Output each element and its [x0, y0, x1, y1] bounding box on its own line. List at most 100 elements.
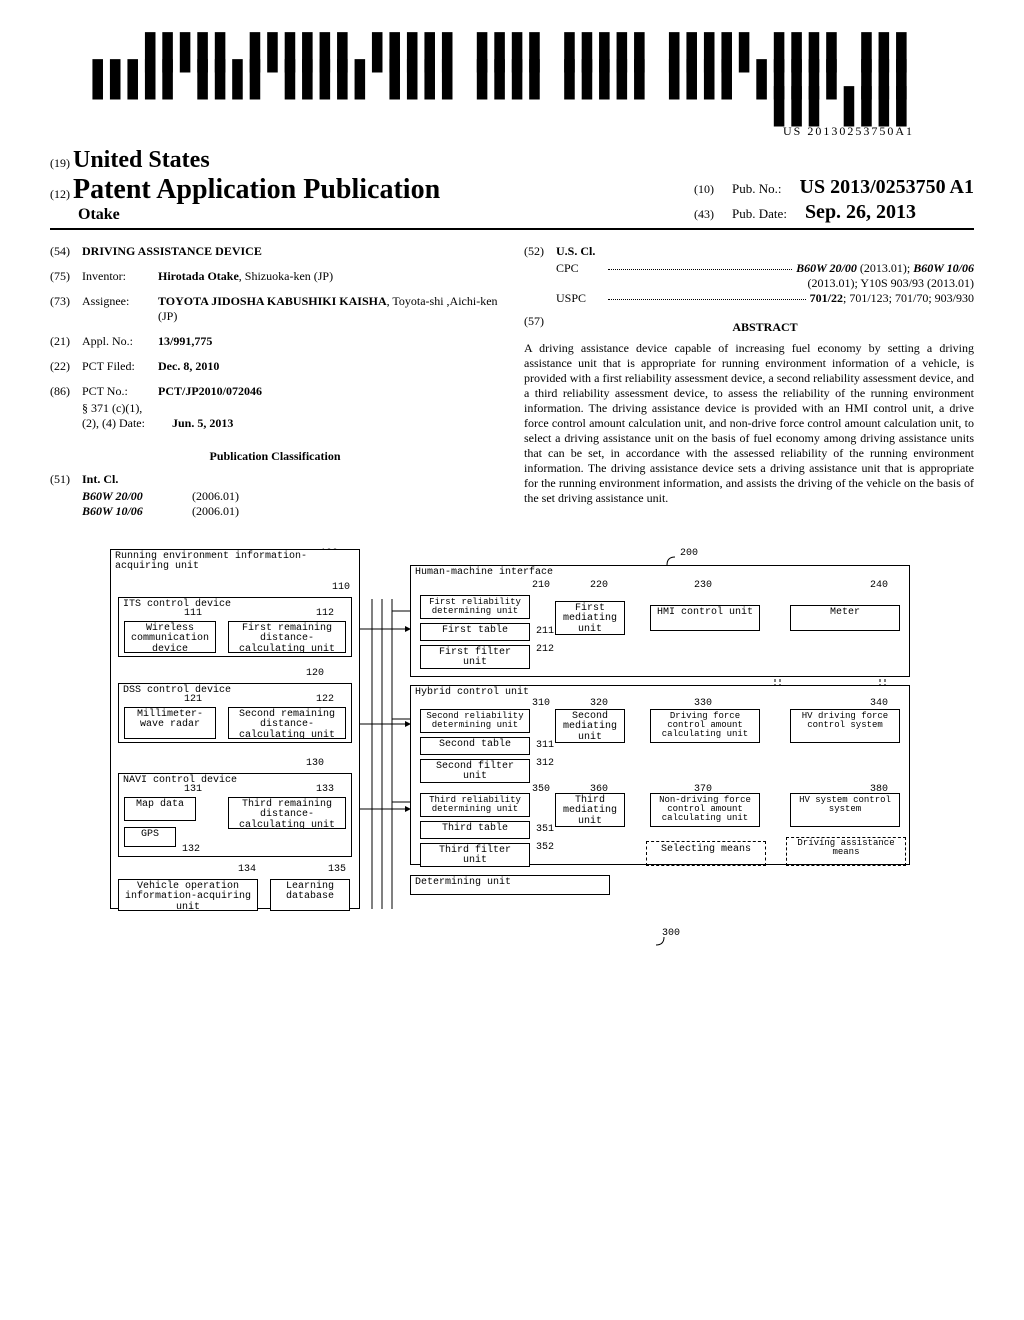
pctno-value: PCT/JP2010/072046 [158, 384, 500, 399]
ref-211: 211 [536, 627, 554, 638]
ref-110: 110 [332, 583, 350, 594]
ref-135: 135 [328, 865, 346, 876]
intcl-row-1: B60W 20/00 (2006.01) [82, 489, 500, 504]
cpc-line: CPC B60W 20/00 (2013.01); B60W 10/06 (20… [556, 261, 974, 291]
box-map-data: Map data [124, 797, 196, 821]
pubdate-code: (43) [694, 207, 714, 222]
box-third-remain: Third remaining distance-calculating uni… [228, 797, 346, 829]
box-mm-radar: Millimeter-wave radar [124, 707, 216, 739]
ref-131: 131 [184, 785, 202, 796]
assignee-code: (73) [50, 294, 82, 324]
biblio-columns: (54) DRIVING ASSISTANCE DEVICE (75) Inve… [50, 244, 974, 519]
pubno-value: US 2013/0253750 A1 [800, 176, 974, 199]
publication-kind: Patent Application Publication [73, 174, 440, 205]
box-meter: Meter [790, 605, 900, 631]
uspc-line: USPC 701/22; 701/123; 701/70; 903/930 [556, 291, 974, 306]
ref-310: 310 [532, 699, 550, 710]
title-code: (54) [50, 244, 82, 259]
uscl-label: U.S. Cl. [556, 244, 974, 259]
ref-200: 200 [680, 549, 698, 560]
ref-132: 132 [182, 845, 200, 856]
box-driving-force: Driving force control amount calculating… [650, 709, 760, 743]
patent-figure: 100 200 Running environment information-… [110, 549, 950, 969]
ref-111: 111 [184, 609, 202, 620]
ref-340: 340 [870, 699, 888, 710]
ref-312: 312 [536, 759, 554, 770]
box-first-table: First table [420, 623, 530, 641]
ref-120: 120 [306, 669, 324, 680]
abstract-code: (57) [524, 314, 556, 341]
box-first-med: First mediating unit [555, 601, 625, 635]
ref-122: 122 [316, 695, 334, 706]
box-first-remain: First remaining distance-calculating uni… [228, 621, 346, 653]
country-name: United States [73, 147, 210, 173]
ref-130: 130 [306, 759, 324, 770]
box-learning-db: Learning database [270, 879, 350, 911]
ref-133: 133 [316, 785, 334, 796]
uscl-code: (52) [524, 244, 556, 259]
intcl-row-2: B60W 10/06 (2006.01) [82, 504, 500, 519]
box-second-filter: Second filter unit [420, 759, 530, 783]
pctno-code: (86) [50, 384, 82, 399]
ref-240: 240 [870, 581, 888, 592]
ref-351: 351 [536, 825, 554, 836]
s371-line1: § 371 (c)(1), [82, 401, 500, 416]
box-hv-system: HV system control system [790, 793, 900, 827]
box-wireless: Wireless communication device [124, 621, 216, 653]
barcode-graphic: ▌▌▌▌▌ ▌▌▌▌▌▌ ▌▌▌▌▌ ▌▌▌▌ ▌▌▌▌▌ ▌▌▌▌▌ ▌▌▌▌… [50, 40, 914, 122]
ref-311: 311 [536, 741, 554, 752]
author-name: Otake [78, 206, 120, 223]
box-determining: Determining unit [410, 875, 610, 895]
barcode-number: US 20130253750A1 [50, 124, 914, 139]
box-third-table: Third table [420, 821, 530, 839]
barcode-block: ▌▌▌▌▌ ▌▌▌▌▌▌ ▌▌▌▌▌ ▌▌▌▌ ▌▌▌▌▌ ▌▌▌▌▌ ▌▌▌▌… [50, 40, 914, 139]
label-its: ITS control device [123, 600, 347, 611]
abstract-text: A driving assistance device capable of i… [524, 341, 974, 506]
left-column: (54) DRIVING ASSISTANCE DEVICE (75) Inve… [50, 244, 500, 519]
applno-value: 13/991,775 [158, 334, 500, 349]
box-selecting-means: Selecting means [646, 841, 766, 866]
pubdate-value: Sep. 26, 2013 [805, 201, 916, 224]
label-hybrid: Hybrid control unit [415, 688, 905, 699]
intcl-code: (51) [50, 472, 82, 487]
box-second-table: Second table [420, 737, 530, 755]
assignee-label: Assignee: [82, 294, 158, 324]
box-gps: GPS [124, 827, 176, 847]
box-assist-means: Driving assistance means [786, 837, 906, 866]
country-code: (19) [50, 156, 70, 170]
inventor-value: Hirotada Otake, Shizuoka-ken (JP) [158, 269, 500, 284]
pctno-label: PCT No.: [82, 384, 158, 399]
kind-code: (12) [50, 187, 70, 201]
ref-220: 220 [590, 581, 608, 592]
assignee-value: TOYOTA JIDOSHA KABUSHIKI KAISHA, Toyota-… [158, 294, 500, 324]
s371-date: Jun. 5, 2013 [172, 416, 500, 431]
box-nondriving: Non-driving force control amount calcula… [650, 793, 760, 827]
pctfiled-code: (22) [50, 359, 82, 374]
box-first-filter: First filter unit [420, 645, 530, 669]
ref-212: 212 [536, 645, 554, 656]
ref-350: 350 [532, 785, 550, 796]
label-navi: NAVI control device [123, 776, 347, 787]
box-hmi-ctrl: HMI control unit [650, 605, 760, 631]
box-first-rel: First reliability determining unit [420, 595, 530, 619]
pctfiled-value: Dec. 8, 2010 [158, 359, 500, 374]
ref-134: 134 [238, 865, 256, 876]
ref-320: 320 [590, 699, 608, 710]
box-third-rel: Third reliability determining unit [420, 793, 530, 817]
publication-header: (19) United States (12) Patent Applicati… [50, 147, 974, 230]
inventor-label: Inventor: [82, 269, 158, 284]
ref-121: 121 [184, 695, 202, 706]
box-vehicle-op: Vehicle operation information-acquiring … [118, 879, 258, 911]
inventor-code: (75) [50, 269, 82, 284]
box-third-filter: Third filter unit [420, 843, 530, 867]
box-second-rel: Second reliability determining unit [420, 709, 530, 733]
label-hmi: Human-machine interface [415, 568, 905, 579]
applno-code: (21) [50, 334, 82, 349]
ref-300: 300 [662, 929, 680, 940]
s371-line2: (2), (4) Date: [82, 416, 172, 431]
applno-label: Appl. No.: [82, 334, 158, 349]
ref-230: 230 [694, 581, 712, 592]
pubno-code: (10) [694, 182, 714, 197]
pubclass-heading: Publication Classification [50, 449, 500, 464]
ref-352: 352 [536, 843, 554, 854]
